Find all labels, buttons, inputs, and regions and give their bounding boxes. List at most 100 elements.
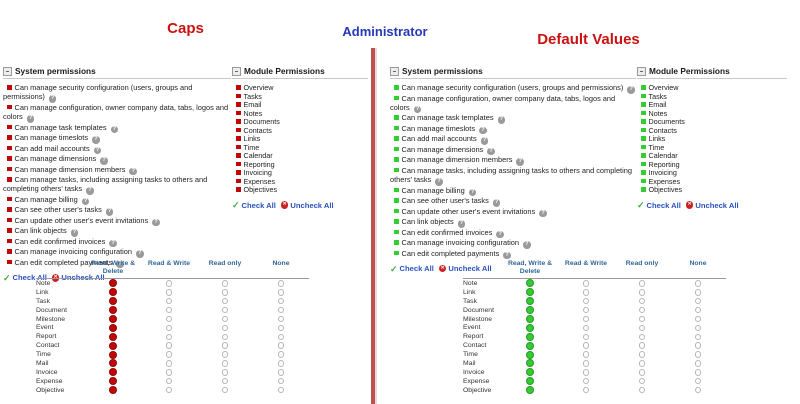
radio-selected[interactable]: [109, 306, 117, 315]
radio-button[interactable]: [165, 306, 173, 314]
radio-button[interactable]: [277, 342, 285, 349]
radio-button[interactable]: [582, 306, 590, 314]
radio-button[interactable]: [165, 280, 173, 287]
radio-button[interactable]: [638, 315, 646, 323]
check-all-link[interactable]: Check All: [12, 273, 47, 283]
radio-button[interactable]: [165, 360, 173, 367]
radio-button[interactable]: [694, 369, 702, 376]
radio-selected[interactable]: [109, 377, 117, 386]
radio-button[interactable]: [582, 315, 590, 323]
radio-selected[interactable]: [109, 323, 117, 332]
radio-button[interactable]: [165, 377, 173, 385]
radio-button[interactable]: [221, 386, 229, 394]
radio-selected[interactable]: [109, 341, 117, 350]
radio-button[interactable]: [165, 324, 173, 332]
radio-button[interactable]: [221, 315, 229, 323]
radio-selected[interactable]: [109, 297, 117, 306]
check-all-link[interactable]: Check All: [399, 264, 434, 274]
radio-selected[interactable]: [109, 315, 117, 323]
radio-button[interactable]: [277, 360, 285, 367]
radio-button[interactable]: [221, 360, 229, 367]
radio-button[interactable]: [638, 280, 646, 287]
radio-selected[interactable]: [526, 297, 534, 306]
radio-button[interactable]: [638, 333, 646, 341]
radio-button[interactable]: [694, 306, 702, 314]
radio-button[interactable]: [165, 369, 173, 376]
check-all-link[interactable]: Check All: [646, 200, 681, 210]
radio-selected[interactable]: [526, 323, 534, 332]
collapse-icon[interactable]: [637, 66, 646, 76]
help-icon[interactable]: ?: [413, 105, 422, 114]
radio-button[interactable]: [694, 333, 702, 341]
uncheck-all-link[interactable]: Uncheck All: [695, 200, 739, 210]
radio-selected[interactable]: [109, 386, 117, 395]
radio-button[interactable]: [221, 333, 229, 341]
help-icon[interactable]: ?: [516, 158, 524, 166]
radio-button[interactable]: [221, 289, 229, 296]
radio-selected[interactable]: [526, 350, 534, 359]
radio-button[interactable]: [221, 306, 229, 314]
radio-button[interactable]: [277, 315, 285, 323]
help-icon[interactable]: ?: [109, 239, 117, 248]
help-icon[interactable]: ?: [468, 188, 477, 197]
help-icon[interactable]: ?: [492, 199, 501, 207]
radio-button[interactable]: [582, 351, 590, 358]
radio-button[interactable]: [582, 289, 590, 296]
radio-button[interactable]: [582, 342, 590, 349]
radio-selected[interactable]: [109, 350, 117, 359]
radio-button[interactable]: [694, 351, 702, 358]
radio-button[interactable]: [582, 369, 590, 376]
radio-selected[interactable]: [526, 386, 534, 395]
radio-button[interactable]: [694, 360, 702, 367]
radio-button[interactable]: [582, 360, 590, 367]
radio-selected[interactable]: [526, 341, 534, 350]
radio-button[interactable]: [694, 280, 702, 287]
help-icon[interactable]: ?: [105, 208, 114, 216]
radio-button[interactable]: [638, 324, 646, 332]
radio-selected[interactable]: [526, 359, 534, 368]
help-icon[interactable]: ?: [479, 126, 487, 135]
help-icon[interactable]: ?: [487, 147, 495, 156]
radio-button[interactable]: [165, 342, 173, 349]
radio-button[interactable]: [165, 386, 173, 394]
radio-button[interactable]: [165, 351, 173, 358]
radio-button[interactable]: [638, 342, 646, 349]
radio-button[interactable]: [221, 297, 229, 305]
help-icon[interactable]: ?: [523, 241, 531, 249]
radio-button[interactable]: [694, 386, 702, 394]
help-icon[interactable]: ?: [497, 116, 506, 124]
help-icon[interactable]: ?: [92, 136, 100, 144]
check-all-link[interactable]: Check All: [241, 200, 276, 210]
help-icon[interactable]: ?: [496, 230, 504, 239]
help-icon[interactable]: ?: [26, 115, 35, 123]
radio-button[interactable]: [694, 342, 702, 349]
radio-selected[interactable]: [526, 332, 534, 341]
radio-selected[interactable]: [526, 377, 534, 386]
help-icon[interactable]: ?: [70, 229, 79, 237]
help-icon[interactable]: ?: [627, 86, 635, 94]
radio-button[interactable]: [582, 297, 590, 305]
uncheck-all-link[interactable]: Uncheck All: [290, 200, 334, 210]
radio-button[interactable]: [638, 386, 646, 394]
radio-button[interactable]: [165, 297, 173, 305]
radio-button[interactable]: [694, 377, 702, 385]
radio-button[interactable]: [582, 280, 590, 287]
radio-button[interactable]: [277, 386, 285, 394]
radio-selected[interactable]: [526, 288, 534, 297]
radio-selected[interactable]: [526, 315, 534, 323]
radio-button[interactable]: [277, 351, 285, 358]
radio-button[interactable]: [638, 377, 646, 385]
radio-button[interactable]: [221, 342, 229, 349]
radio-selected[interactable]: [109, 359, 117, 368]
radio-button[interactable]: [277, 369, 285, 376]
radio-button[interactable]: [221, 324, 229, 332]
radio-button[interactable]: [638, 369, 646, 376]
radio-selected[interactable]: [526, 279, 534, 288]
help-icon[interactable]: ?: [435, 178, 443, 186]
radio-button[interactable]: [277, 297, 285, 305]
help-icon[interactable]: ?: [136, 250, 144, 258]
help-icon[interactable]: ?: [93, 146, 102, 155]
help-icon[interactable]: ?: [48, 95, 57, 103]
radio-selected[interactable]: [109, 332, 117, 341]
radio-button[interactable]: [694, 315, 702, 323]
